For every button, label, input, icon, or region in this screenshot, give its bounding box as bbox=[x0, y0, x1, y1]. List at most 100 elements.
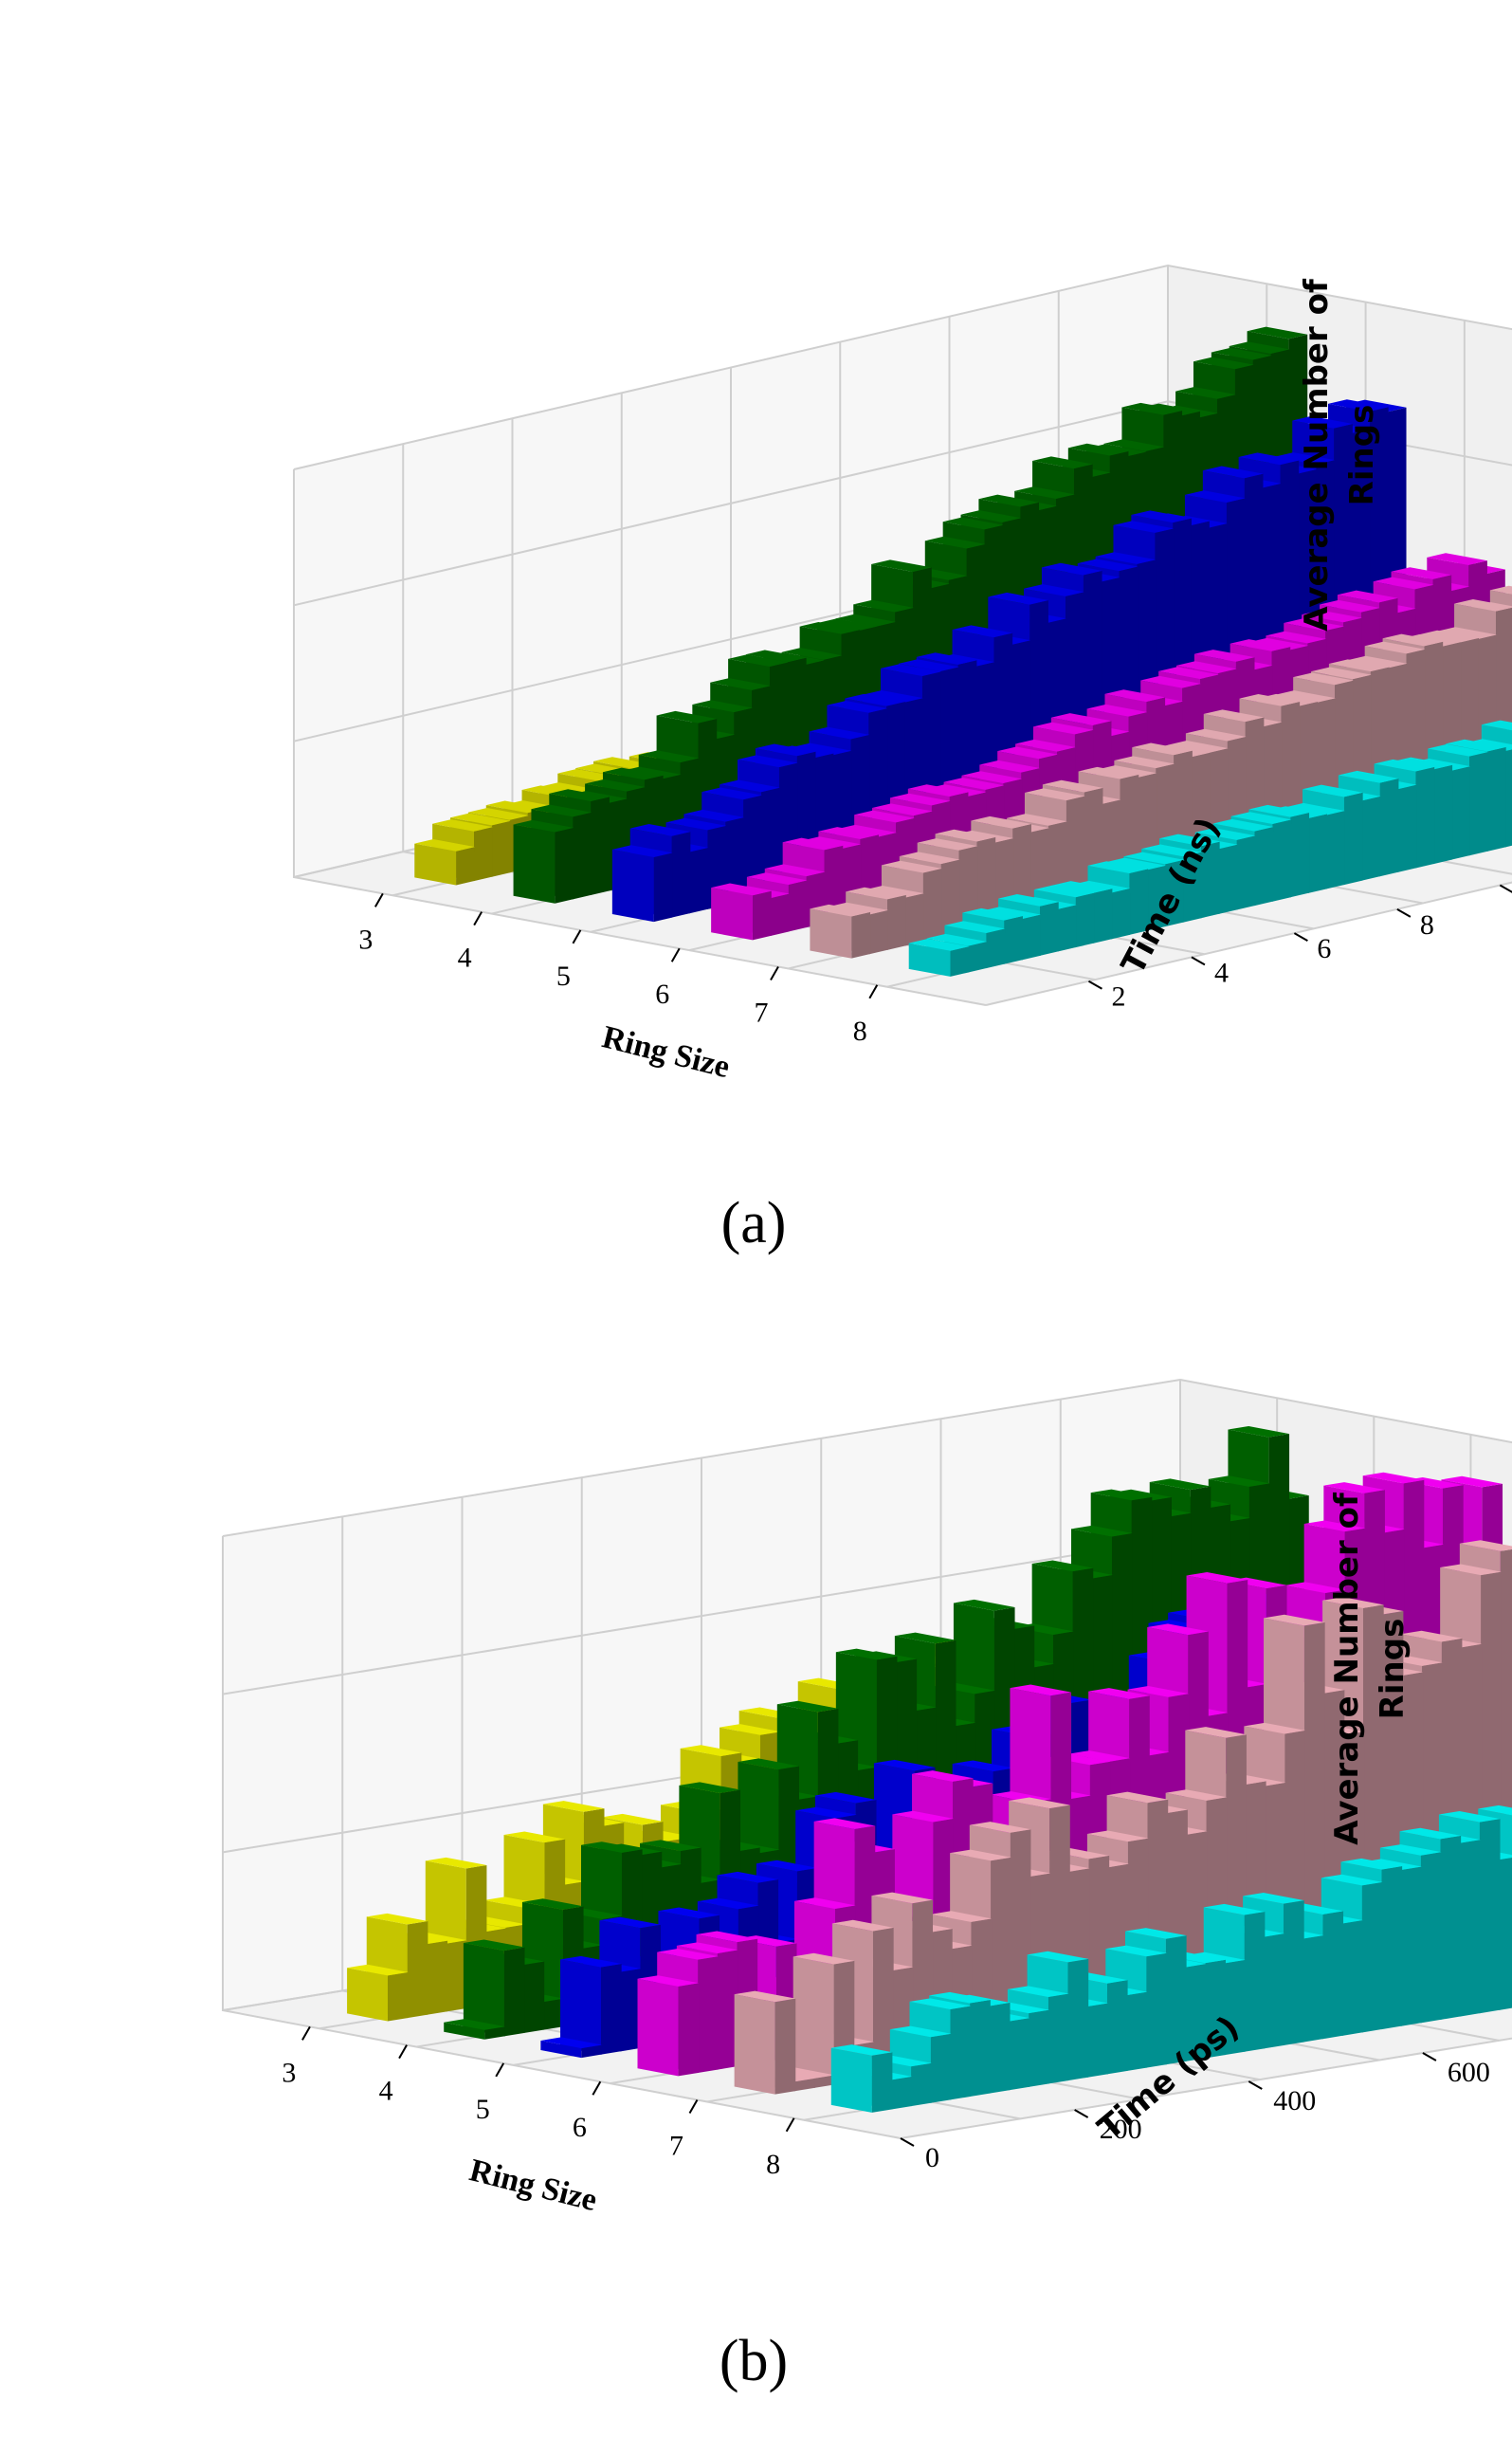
bar-top bbox=[776, 1700, 839, 1713]
bar-top bbox=[881, 860, 942, 873]
bar-top bbox=[720, 779, 780, 793]
bar-top bbox=[637, 1975, 700, 1987]
bar-top bbox=[1050, 713, 1112, 725]
bar-top bbox=[1302, 610, 1362, 623]
bar-side bbox=[968, 941, 988, 973]
x-tick-label: 7 bbox=[669, 2131, 683, 2162]
bar-side bbox=[813, 2075, 835, 2088]
bar-top bbox=[425, 1857, 487, 1869]
x-tick-label: 7 bbox=[755, 998, 769, 1029]
bar-top bbox=[701, 787, 762, 800]
x-tick bbox=[770, 966, 779, 980]
bar-top bbox=[942, 517, 1004, 530]
bar-top bbox=[881, 664, 941, 677]
bar-side bbox=[1361, 1881, 1383, 2033]
bar-top bbox=[873, 1759, 936, 1771]
x-tick bbox=[670, 947, 681, 962]
bar-top bbox=[1382, 633, 1444, 647]
bar-side bbox=[1106, 1980, 1128, 2075]
bar-top bbox=[738, 1758, 800, 1770]
bar-side bbox=[940, 859, 960, 938]
bar-top bbox=[912, 1770, 974, 1782]
bar-side bbox=[1182, 852, 1202, 923]
x-tick bbox=[398, 2044, 408, 2060]
bar-side bbox=[543, 1998, 564, 2030]
bar-top bbox=[1266, 631, 1327, 644]
bar-top bbox=[998, 894, 1059, 907]
bar-top bbox=[665, 817, 727, 831]
bar bbox=[734, 1994, 775, 2095]
bar-side bbox=[600, 1963, 622, 2055]
bar-top bbox=[1033, 885, 1095, 898]
bar bbox=[711, 888, 753, 941]
bar-top bbox=[1007, 814, 1067, 826]
bar-top bbox=[980, 907, 1041, 920]
bar-top bbox=[717, 1871, 779, 1883]
bar-top bbox=[734, 1990, 796, 2003]
bar-top bbox=[1454, 598, 1512, 612]
y-tick bbox=[900, 2137, 915, 2147]
x-tick bbox=[688, 2099, 699, 2114]
bar-side bbox=[1433, 764, 1453, 865]
bar-side bbox=[503, 1947, 525, 2037]
bar-side bbox=[1308, 814, 1327, 893]
grid-line bbox=[293, 400, 1512, 607]
bar-side bbox=[794, 2078, 815, 2092]
bar-top bbox=[1303, 784, 1363, 797]
bar-top bbox=[540, 2037, 602, 2049]
bar-top bbox=[907, 784, 969, 797]
bar-side bbox=[869, 909, 888, 955]
bar-top bbox=[542, 1801, 605, 1812]
panel-b: 34567802004006008001000051015 bbox=[222, 1378, 1512, 2180]
bar-top bbox=[738, 755, 798, 768]
bar-side bbox=[891, 2076, 913, 2110]
bar-top bbox=[827, 701, 888, 713]
bar-top bbox=[1230, 639, 1291, 651]
y-tick bbox=[1248, 2080, 1263, 2090]
bar-top bbox=[1239, 693, 1301, 706]
bar-top bbox=[728, 654, 789, 668]
bar-side bbox=[1004, 915, 1023, 964]
x-tick-label: 4 bbox=[458, 943, 472, 974]
bar-top bbox=[1274, 452, 1335, 465]
series-ring-size-8 bbox=[830, 1805, 1512, 2113]
bar-top bbox=[1104, 689, 1166, 702]
bar-top bbox=[969, 1822, 1031, 1833]
bar-side bbox=[1272, 819, 1292, 902]
x-tick-label: 3 bbox=[282, 2057, 296, 2088]
bar-top bbox=[1186, 1571, 1248, 1584]
bar-side bbox=[970, 1999, 991, 2098]
bar-top bbox=[929, 1991, 991, 2004]
bar-side bbox=[1244, 1911, 1266, 2052]
y-tick-label: 0 bbox=[925, 2142, 939, 2173]
bar-top bbox=[656, 710, 718, 724]
bar-top bbox=[755, 743, 816, 757]
panel-a-xlabel: Ring Size bbox=[599, 1019, 734, 1085]
bar-side bbox=[473, 827, 493, 882]
bar-top bbox=[1230, 812, 1292, 825]
bar-top bbox=[629, 824, 691, 836]
bar bbox=[637, 1978, 679, 2077]
bar-top bbox=[1211, 347, 1272, 360]
bar-top bbox=[792, 1952, 855, 1965]
bar-side bbox=[555, 827, 574, 904]
bar-top bbox=[924, 536, 986, 549]
bar-side bbox=[1146, 1952, 1167, 2068]
bar-top bbox=[828, 902, 888, 915]
bar-top bbox=[1087, 861, 1149, 873]
bar-top bbox=[791, 742, 852, 756]
bar-side bbox=[671, 832, 691, 918]
bar-side bbox=[1047, 1993, 1069, 2084]
bar-side bbox=[1185, 1964, 1207, 2061]
bar-side bbox=[523, 1961, 545, 2034]
bar-top bbox=[1149, 1478, 1211, 1491]
bar-side bbox=[1379, 779, 1399, 877]
bar-top bbox=[1391, 567, 1452, 579]
bar-side bbox=[1322, 1911, 1344, 2040]
bar-side bbox=[1479, 1819, 1501, 2014]
bar-top bbox=[1071, 1525, 1133, 1537]
bar-top bbox=[366, 1913, 428, 1925]
bar-side bbox=[1147, 865, 1166, 931]
bar-top bbox=[978, 494, 1040, 507]
